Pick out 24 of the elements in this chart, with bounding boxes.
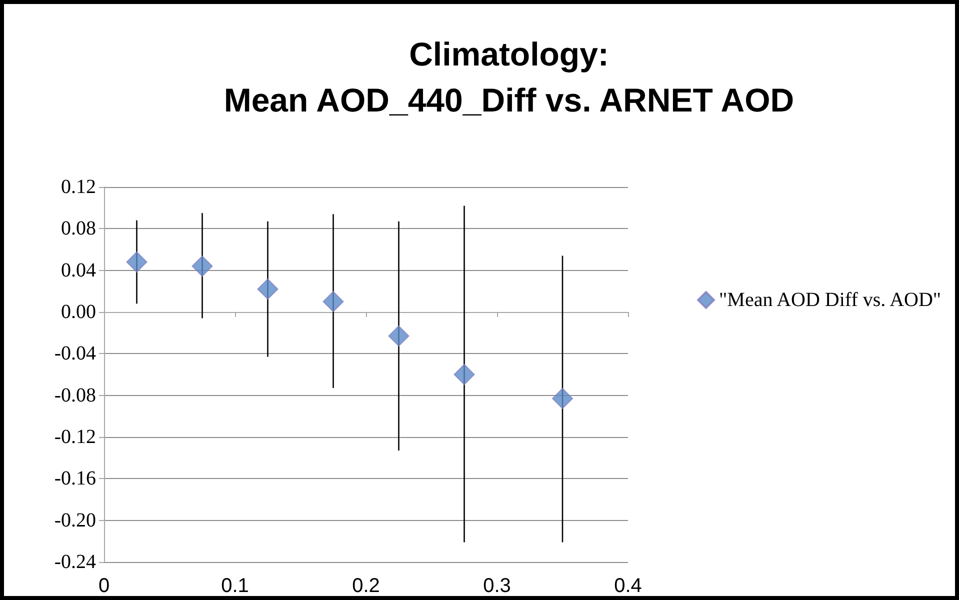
x-tick-label: 0.4 xyxy=(614,575,642,597)
chart-title: Climatology: Mean AOD_440_Diff vs. ARNET AOD xyxy=(224,36,794,118)
point xyxy=(454,364,475,385)
y-tick-label: 0.00 xyxy=(61,301,96,323)
y-tick-label: 0.04 xyxy=(61,259,96,282)
y-tick-label: -0.08 xyxy=(54,384,96,406)
x-tick-label: 0.3 xyxy=(483,575,511,597)
point xyxy=(322,291,344,312)
x-tick-label: 0.2 xyxy=(352,575,380,597)
point xyxy=(388,325,410,346)
x-tick-label: 0.1 xyxy=(221,575,249,597)
point xyxy=(192,256,213,277)
y-tick-label: -0.20 xyxy=(54,509,96,532)
point xyxy=(552,388,573,409)
y-tick-label: -0.16 xyxy=(54,468,96,490)
point xyxy=(257,278,278,300)
y-tick-label: -0.04 xyxy=(54,342,96,365)
legend-label: "Mean AOD Diff vs. AOD" xyxy=(719,289,942,311)
y-tick-label: -0.24 xyxy=(54,551,96,573)
point xyxy=(126,252,148,272)
y-tick-label: 0.08 xyxy=(61,218,96,240)
x-tick-label: 0 xyxy=(98,575,110,597)
y-tick-label: 0.12 xyxy=(61,176,96,198)
y-tick-label: -0.12 xyxy=(54,426,96,448)
